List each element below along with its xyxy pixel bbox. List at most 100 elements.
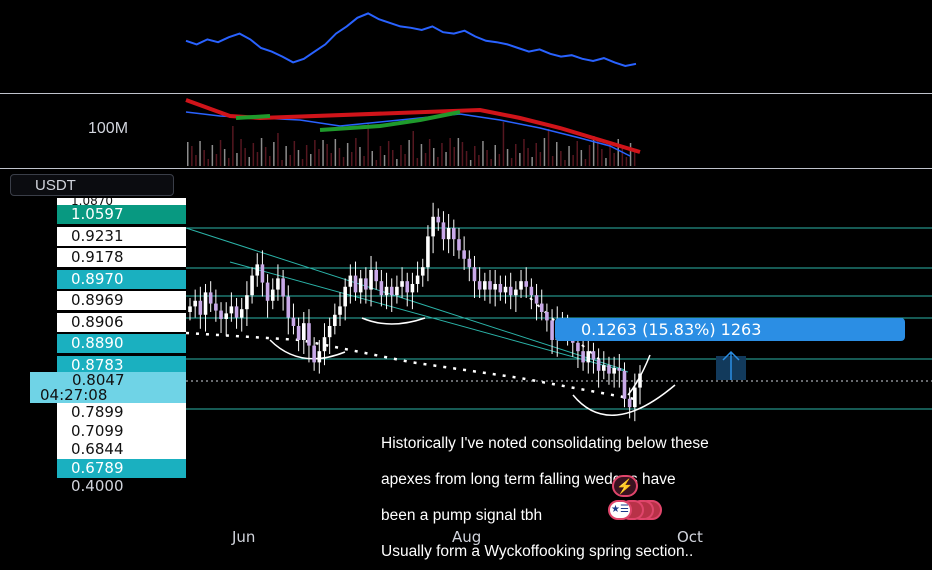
volume-bar — [519, 153, 521, 166]
candle-body — [436, 216, 441, 223]
volume-bar — [605, 158, 607, 166]
volume-bar — [588, 145, 591, 166]
candle-body — [358, 278, 363, 293]
arc-mark — [361, 317, 426, 325]
price-tick: 0.9178 — [57, 248, 186, 267]
candle-body — [627, 398, 632, 408]
candle-body — [395, 286, 399, 296]
volume-bar — [613, 153, 615, 166]
candle-body — [607, 365, 611, 374]
volume-bar — [556, 142, 558, 166]
falling-wedge-mid-line — [229, 261, 629, 373]
candle-body — [291, 317, 296, 326]
volume-bar — [412, 131, 414, 166]
candle-body — [446, 227, 451, 240]
volume-bar — [515, 144, 517, 166]
volume-bar — [240, 139, 242, 166]
volume-bars — [187, 122, 636, 166]
candle-body — [364, 278, 368, 290]
candle-body — [529, 286, 534, 296]
volume-bar — [297, 150, 300, 166]
volume-bar — [621, 148, 624, 166]
candle-body — [488, 281, 492, 290]
volume-bar — [474, 146, 476, 166]
annotation-text[interactable]: Historically I've noted consolidating be… — [381, 414, 932, 570]
candle-body — [420, 267, 425, 276]
volume-bar — [547, 129, 550, 166]
volume-bar — [437, 157, 439, 166]
price-tick: 0.7099 — [57, 421, 186, 441]
volume-ma-green-segment — [235, 110, 461, 132]
volume-bar — [342, 157, 345, 166]
candle-body — [467, 258, 472, 268]
volume-bar — [211, 145, 214, 166]
volume-bar — [346, 143, 349, 166]
candle-body — [276, 278, 280, 290]
volume-bar — [494, 145, 496, 166]
candle-body — [286, 296, 291, 318]
volume-bar — [330, 153, 332, 166]
volume-bar — [457, 138, 460, 166]
annotation-line-3: been a pump signal tbh — [381, 507, 543, 524]
candle-body — [524, 281, 529, 287]
candle-body — [477, 281, 482, 290]
volume-bar — [502, 122, 505, 166]
time-axis-label-jun: Jun — [232, 528, 256, 546]
candle-body — [596, 359, 601, 371]
price-scale[interactable]: 1.0870 1.0597 0.9231 0.9178 0.8970 0.8969 0.8… — [57, 0, 187, 550]
candle-body — [353, 275, 358, 293]
volume-bar — [223, 149, 226, 166]
candle-body — [405, 281, 410, 293]
volume-bar — [625, 157, 628, 166]
volume-bar — [572, 155, 574, 166]
volume-ma-red-line — [185, 98, 641, 154]
volume-bar — [543, 138, 546, 166]
volume-scale-label: 100M — [88, 120, 129, 137]
candle-body — [348, 275, 353, 287]
measure-arrow-head — [722, 350, 740, 361]
price-tick-clipped: 1.0870 — [57, 198, 186, 206]
volume-bar — [203, 150, 205, 166]
candle-body — [534, 295, 539, 304]
candle-body — [245, 295, 249, 310]
candle-body — [601, 365, 606, 371]
volume-bar — [351, 152, 353, 166]
price-tick: 0.7899 — [57, 403, 186, 422]
volume-bar — [260, 138, 263, 166]
candle-body — [483, 281, 487, 290]
volume-bar — [486, 150, 488, 166]
volume-bar — [293, 141, 296, 166]
candle-body — [327, 325, 332, 338]
candle-body — [214, 303, 218, 311]
candle-body — [539, 303, 544, 312]
volume-bar — [482, 141, 484, 166]
candle-body — [193, 300, 197, 307]
volume-bar — [248, 157, 250, 166]
candle-body — [503, 286, 508, 293]
volume-bar — [539, 152, 542, 166]
volume-bar — [318, 149, 320, 166]
volume-bar — [301, 159, 304, 166]
currency-badge[interactable]: USDT — [10, 174, 174, 196]
candle-body — [322, 337, 327, 352]
price-tick: 0.8783 — [57, 355, 186, 375]
flash-icon[interactable]: ⚡ — [612, 475, 638, 497]
volume-bar — [523, 139, 525, 166]
candle-body — [301, 323, 306, 340]
volume-bar — [633, 152, 636, 166]
candle-body — [586, 351, 591, 363]
volume-bar — [195, 155, 197, 166]
volume-bar — [215, 154, 218, 166]
volume-bar — [449, 138, 451, 166]
candle-body — [317, 351, 322, 363]
arc-mark — [572, 384, 676, 416]
volume-bar — [597, 140, 599, 166]
price-tick: 0.8890 — [57, 334, 186, 353]
measure-arrow[interactable] — [716, 350, 746, 380]
candle-body — [441, 222, 446, 240]
chart-canvas[interactable] — [0, 0, 932, 550]
candle-body — [576, 342, 580, 352]
volume-bar — [305, 145, 308, 166]
volume-bar — [416, 158, 419, 166]
measure-label[interactable]: 0.1263 (15.83%) 1263 — [555, 318, 905, 341]
